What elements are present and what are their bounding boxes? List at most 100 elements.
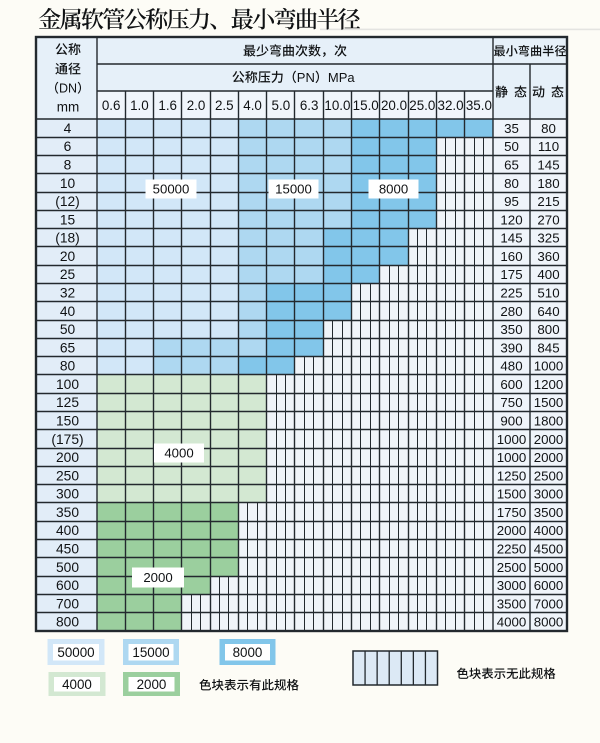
svg-text:270: 270 [537, 212, 559, 227]
svg-text:800: 800 [537, 322, 559, 337]
svg-text:2000: 2000 [143, 570, 172, 585]
svg-text:2000: 2000 [534, 432, 564, 447]
svg-text:50: 50 [60, 322, 76, 337]
svg-text:250: 250 [56, 468, 79, 483]
svg-text:2000: 2000 [534, 450, 564, 465]
svg-text:2500: 2500 [497, 560, 527, 575]
svg-text:4000: 4000 [534, 523, 564, 538]
svg-text:50000: 50000 [57, 645, 94, 660]
svg-text:50: 50 [504, 139, 519, 154]
svg-text:1500: 1500 [497, 487, 527, 502]
svg-text:900: 900 [500, 414, 522, 429]
svg-text:510: 510 [537, 286, 559, 301]
svg-text:20: 20 [60, 249, 76, 264]
svg-text:8: 8 [64, 158, 72, 173]
svg-text:1750: 1750 [497, 505, 527, 520]
svg-text:300: 300 [56, 487, 79, 502]
svg-text:3000: 3000 [534, 487, 564, 502]
svg-text:15000: 15000 [275, 182, 312, 197]
svg-text:390: 390 [500, 340, 522, 355]
svg-text:2000: 2000 [137, 677, 167, 692]
svg-text:mm: mm [57, 100, 80, 115]
svg-text:1000: 1000 [497, 450, 527, 465]
svg-text:32.0: 32.0 [438, 98, 464, 113]
svg-text:225: 225 [500, 286, 522, 301]
svg-text:35.0: 35.0 [466, 98, 492, 113]
svg-text:145: 145 [500, 231, 522, 246]
svg-text:4.0: 4.0 [243, 98, 262, 113]
svg-text:845: 845 [537, 340, 559, 355]
svg-text:3500: 3500 [497, 596, 527, 611]
svg-text:180: 180 [537, 176, 559, 191]
svg-text:32: 32 [60, 286, 75, 301]
svg-text:15000: 15000 [132, 645, 169, 660]
svg-text:5.0: 5.0 [272, 98, 291, 113]
svg-text:7000: 7000 [534, 596, 564, 611]
svg-text:50000: 50000 [153, 182, 190, 197]
svg-text:1500: 1500 [534, 395, 564, 410]
svg-text:145: 145 [537, 158, 559, 173]
svg-text:8000: 8000 [233, 645, 263, 660]
svg-text:(175): (175) [51, 432, 83, 447]
svg-text:5000: 5000 [534, 560, 564, 575]
svg-text:1800: 1800 [534, 414, 564, 429]
svg-text:700: 700 [56, 596, 79, 611]
svg-text:360: 360 [537, 249, 559, 264]
svg-text:25: 25 [60, 267, 76, 282]
svg-text:100: 100 [56, 377, 79, 392]
svg-text:8000: 8000 [534, 615, 564, 630]
svg-text:325: 325 [537, 231, 559, 246]
svg-text:175: 175 [500, 267, 522, 282]
svg-text:200: 200 [56, 450, 79, 465]
svg-text:160: 160 [500, 249, 522, 264]
svg-text:15.0: 15.0 [353, 98, 379, 113]
svg-text:215: 215 [537, 194, 559, 209]
svg-text:95: 95 [504, 194, 519, 209]
svg-text:80: 80 [541, 121, 556, 136]
svg-text:10: 10 [60, 176, 76, 191]
svg-text:6000: 6000 [534, 578, 564, 593]
svg-text:150: 150 [56, 414, 79, 429]
svg-text:1.6: 1.6 [158, 98, 177, 113]
svg-text:20.0: 20.0 [381, 98, 407, 113]
svg-text:2.5: 2.5 [215, 98, 234, 113]
svg-text:400: 400 [56, 523, 79, 538]
svg-text:4000: 4000 [62, 677, 92, 692]
svg-text:4: 4 [64, 121, 72, 136]
svg-text:120: 120 [500, 212, 522, 227]
svg-text:4000: 4000 [164, 446, 193, 461]
svg-text:3000: 3000 [497, 578, 527, 593]
svg-text:1200: 1200 [534, 377, 564, 392]
svg-text:(12): (12) [55, 194, 80, 209]
svg-text:MPa: MPa [328, 70, 356, 85]
svg-text:DN: DN [59, 82, 77, 96]
svg-text:400: 400 [537, 267, 559, 282]
svg-text:2250: 2250 [497, 542, 527, 557]
svg-text:35: 35 [504, 121, 519, 136]
svg-text:350: 350 [56, 505, 79, 520]
svg-text:600: 600 [500, 377, 522, 392]
svg-text:2500: 2500 [534, 468, 564, 483]
svg-text:600: 600 [56, 578, 79, 593]
svg-text:6: 6 [64, 139, 72, 154]
svg-text:1250: 1250 [497, 468, 527, 483]
svg-text:65: 65 [504, 158, 519, 173]
svg-text:(18): (18) [55, 231, 80, 246]
svg-text:4500: 4500 [534, 542, 564, 557]
svg-text:450: 450 [56, 542, 79, 557]
svg-text:40: 40 [60, 304, 76, 319]
svg-text:2000: 2000 [497, 523, 527, 538]
svg-text:500: 500 [56, 560, 79, 575]
svg-text:PN: PN [297, 70, 315, 85]
svg-text:80: 80 [60, 359, 76, 374]
svg-text:350: 350 [500, 322, 522, 337]
svg-text:125: 125 [56, 395, 79, 410]
svg-text:280: 280 [500, 304, 522, 319]
svg-text:480: 480 [500, 359, 522, 374]
svg-text:2.0: 2.0 [187, 98, 206, 113]
svg-text:800: 800 [56, 615, 79, 630]
svg-text:1000: 1000 [497, 432, 527, 447]
svg-text:0.6: 0.6 [102, 98, 121, 113]
svg-text:65: 65 [60, 340, 76, 355]
svg-text:110: 110 [538, 139, 559, 154]
